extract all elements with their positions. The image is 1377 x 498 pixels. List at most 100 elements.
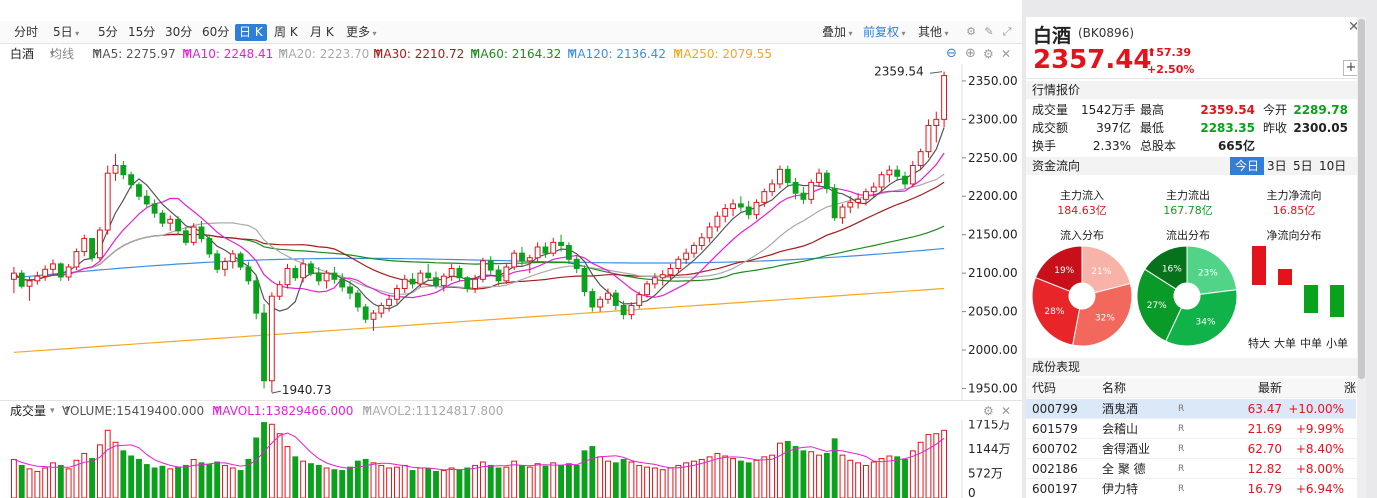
- volume-bar: [448, 467, 455, 498]
- volume-bar: [378, 464, 385, 498]
- col-last: 最新: [1257, 381, 1282, 395]
- volume-chart[interactable]: 1715万 1144万 572万 0: [0, 420, 1022, 498]
- candle-body: [581, 268, 588, 293]
- volume-bar: [659, 469, 666, 498]
- chevron-down-icon[interactable]: ▾: [50, 406, 55, 416]
- close-icon[interactable]: ✕: [1001, 404, 1012, 418]
- volume-bar: [315, 464, 322, 498]
- scrollbar-thumb[interactable]: [1358, 19, 1365, 379]
- volume-bar: [300, 460, 307, 498]
- stock-change: +9.99%: [1295, 422, 1344, 436]
- candle-body: [495, 269, 502, 282]
- volume-bar: [519, 464, 525, 498]
- volume-bar: [401, 464, 408, 498]
- low-annotation: 1940.73: [282, 383, 332, 397]
- candle-body: [565, 244, 572, 260]
- candle-body: [722, 208, 729, 217]
- table-row[interactable]: 601579 会稽山 R 21.69 +9.99%: [1026, 419, 1356, 439]
- inflow-slice: [1034, 245, 1083, 292]
- candle-body: [347, 286, 353, 294]
- volume-bar: [128, 455, 135, 498]
- candle-body: [644, 283, 650, 296]
- volume-bar: [112, 441, 119, 498]
- volume-bar: [386, 467, 393, 498]
- volume-bar: [675, 464, 682, 498]
- candle-body: [42, 268, 49, 277]
- gear-icon[interactable]: ⚙: [983, 47, 994, 61]
- candle-body: [651, 277, 658, 285]
- candle-body: [18, 272, 25, 287]
- candle-body: [26, 280, 33, 287]
- volume-bar: [909, 450, 916, 498]
- net-bar-label: 中单: [1300, 337, 1322, 350]
- tab-month-k[interactable]: 月 K: [310, 25, 334, 39]
- candle-body: [745, 206, 752, 216]
- tab-3day[interactable]: 3日: [1267, 159, 1287, 173]
- candle-body: [777, 168, 783, 185]
- expand-icon[interactable]: ⤢: [1002, 25, 1012, 38]
- gear-icon[interactable]: ⚙: [966, 25, 976, 38]
- close-icon[interactable]: ✕: [1348, 19, 1360, 35]
- table-row[interactable]: 600702 舍得酒业 R 62.70 +8.40%: [1026, 439, 1356, 459]
- candle-body: [198, 226, 205, 240]
- volume-bar: [284, 446, 291, 498]
- volume-bar: [597, 456, 604, 498]
- volume-bar: [925, 434, 932, 498]
- tab-today[interactable]: 今日: [1230, 157, 1265, 175]
- more-menu[interactable]: 更多 ▾: [346, 25, 377, 39]
- minus-icon[interactable]: ⊖: [946, 46, 957, 61]
- volume-bar: [425, 468, 432, 498]
- candle-body: [589, 291, 596, 308]
- volume-bar: [370, 462, 377, 498]
- add-icon[interactable]: ⊕: [965, 46, 976, 61]
- stocks-section-title: 成份表现: [1026, 358, 1366, 376]
- volume-tick-label: 1715万: [968, 420, 1011, 432]
- stock-last: 12.82: [1247, 462, 1282, 476]
- main-inflow-label: 主力流入: [1060, 189, 1104, 202]
- candle-body: [261, 312, 267, 382]
- candle-body: [597, 298, 604, 308]
- tab-30min[interactable]: 30分: [165, 25, 193, 39]
- price-chart[interactable]: 2350.00 2300.00 2250.00 2200.00 2150.00 2100.…: [0, 64, 1022, 400]
- tab-60min[interactable]: 60分: [202, 25, 230, 39]
- tab-5min[interactable]: 5分: [98, 25, 118, 39]
- candle-body: [816, 172, 822, 183]
- col-name: 名称: [1102, 381, 1127, 395]
- volume-bar: [941, 429, 948, 498]
- price-tick-label: 1950.00: [968, 381, 1018, 395]
- volume-legend: 成交量 ▾ VOLUME:15419400.000 ↑ MAVOL1:138294…: [0, 400, 1022, 420]
- tab-15min[interactable]: 15分: [128, 25, 156, 39]
- pencil-icon[interactable]: ✎: [984, 25, 994, 38]
- stock-name: 全 聚 德: [1102, 462, 1146, 476]
- outflow-slice: [1144, 245, 1188, 290]
- candle-body: [870, 186, 877, 193]
- tab-fenshi[interactable]: 分时: [14, 25, 39, 39]
- quote-value: 2.33%: [1092, 139, 1131, 153]
- volume-bar: [10, 458, 17, 498]
- tab-5day[interactable]: 5日 ▾: [53, 25, 80, 39]
- candle-body: [253, 280, 260, 314]
- volume-bar: [417, 467, 424, 498]
- candle-body: [222, 261, 228, 270]
- quote-value: 2300.05: [1293, 121, 1348, 135]
- scrollbar[interactable]: [1357, 17, 1366, 498]
- table-row[interactable]: 002186 全 聚 德 R 12.82 +8.00%: [1026, 459, 1356, 479]
- candle-body: [433, 277, 439, 286]
- table-row[interactable]: 000799 酒鬼酒 R 63.47 +10.00%: [1026, 399, 1356, 419]
- close-icon[interactable]: ✕: [1001, 47, 1012, 61]
- other-menu[interactable]: 其他 ▾: [918, 25, 949, 39]
- tab-10day[interactable]: 10日: [1319, 159, 1347, 173]
- volume-bar: [198, 462, 205, 498]
- candle-body: [909, 164, 916, 185]
- tab-5day-flow[interactable]: 5日: [1293, 159, 1313, 173]
- tab-week-k[interactable]: 周 K: [274, 25, 298, 39]
- candle-body: [808, 181, 815, 200]
- volume-bar: [761, 456, 768, 498]
- overlay-menu[interactable]: 叠加 ▾: [822, 25, 853, 39]
- tab-day-k[interactable]: 日 K: [235, 24, 267, 41]
- adjust-menu[interactable]: 前复权 ▾: [863, 25, 906, 39]
- gear-icon[interactable]: ⚙: [983, 404, 994, 418]
- price-tick-label: 2050.00: [968, 305, 1018, 319]
- table-row[interactable]: 600197 伊力特 R 16.79 +6.94%: [1026, 479, 1356, 498]
- mavol1-line: [13, 432, 945, 471]
